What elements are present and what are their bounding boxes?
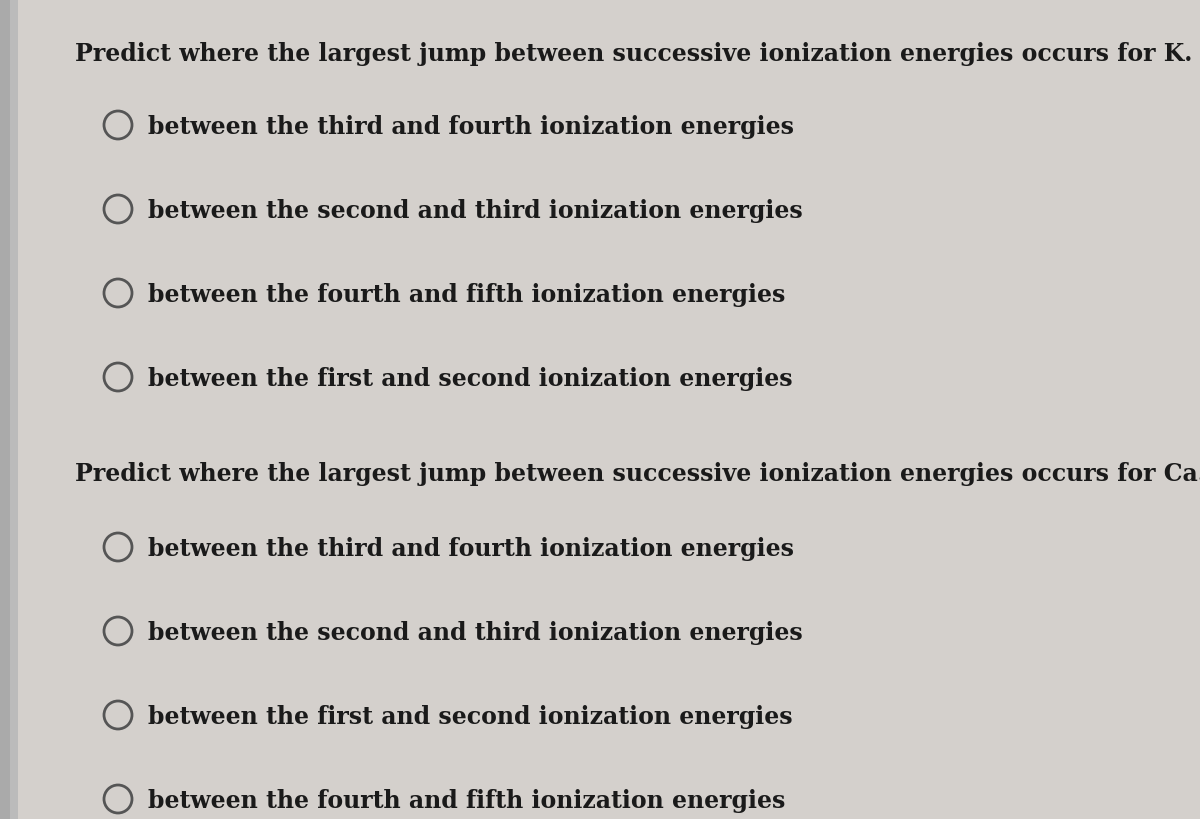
Text: between the first and second ionization energies: between the first and second ionization … — [148, 367, 793, 391]
Text: between the second and third ionization energies: between the second and third ionization … — [148, 199, 803, 223]
Text: Predict where the largest jump between successive ionization energies occurs for: Predict where the largest jump between s… — [74, 42, 1193, 66]
Text: between the second and third ionization energies: between the second and third ionization … — [148, 621, 803, 645]
Text: between the fourth and fifth ionization energies: between the fourth and fifth ionization … — [148, 789, 785, 813]
Text: Predict where the largest jump between successive ionization energies occurs for: Predict where the largest jump between s… — [74, 462, 1200, 486]
Bar — [0, 0, 10, 819]
Text: between the fourth and fifth ionization energies: between the fourth and fifth ionization … — [148, 283, 785, 307]
Bar — [10, 0, 18, 819]
Text: between the first and second ionization energies: between the first and second ionization … — [148, 705, 793, 729]
Text: between the third and fourth ionization energies: between the third and fourth ionization … — [148, 115, 794, 139]
Text: between the third and fourth ionization energies: between the third and fourth ionization … — [148, 537, 794, 561]
